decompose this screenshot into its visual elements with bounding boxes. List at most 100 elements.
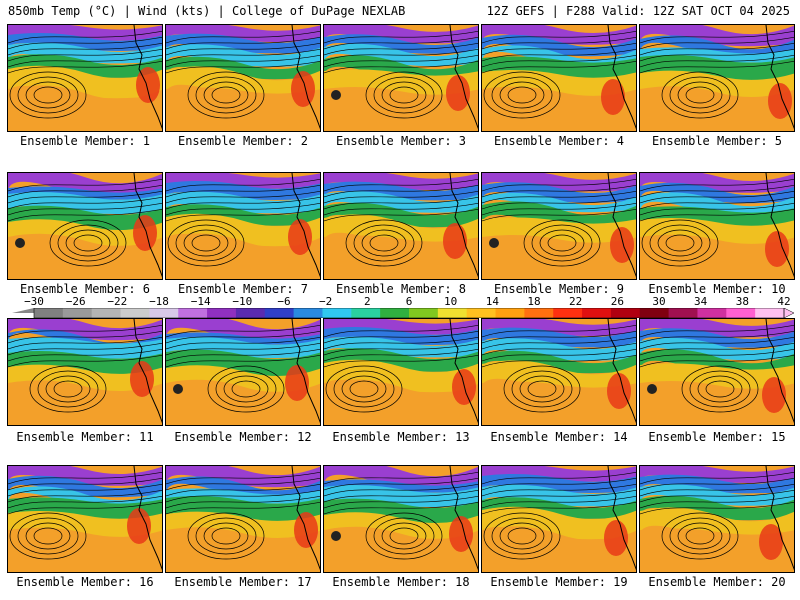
wind-streamline	[482, 496, 636, 509]
coastline	[291, 466, 320, 571]
panel-caption: Ensemble Member: 12	[174, 430, 312, 444]
ensemble-map-panel	[165, 318, 321, 426]
temperature-band	[482, 350, 636, 374]
colorbar-tick-label: 42	[777, 295, 791, 308]
colorbar-tick-label: 14	[485, 295, 499, 308]
wind-streamline	[8, 496, 162, 509]
map-image	[8, 466, 162, 572]
pressure-contour	[369, 234, 399, 252]
temperature-band	[324, 214, 478, 247]
wind-streamline	[482, 343, 636, 356]
colorbar-swatch	[726, 308, 756, 318]
pressure-contour	[17, 517, 79, 555]
warm-anomaly	[610, 227, 634, 263]
pressure-contour	[353, 224, 415, 262]
pressure-contour	[187, 71, 265, 119]
pressure-contour	[519, 375, 565, 403]
colorbar-swatch	[524, 308, 554, 318]
wind-streamline	[482, 472, 636, 485]
pressure-contour	[191, 234, 221, 252]
map-image	[640, 466, 794, 572]
pressure-contour	[507, 527, 537, 545]
map-image	[482, 466, 636, 572]
wind-streamline	[324, 31, 478, 44]
wind-streamline	[640, 61, 794, 74]
pressure-contour	[365, 512, 443, 560]
wind-streamline	[640, 197, 794, 210]
colorbar-tick-label: 18	[527, 295, 541, 308]
pressure-contour	[539, 229, 585, 257]
coastline	[291, 173, 320, 278]
pressure-contour	[373, 517, 435, 555]
wind-streamline	[8, 209, 162, 222]
pressure-contour	[231, 380, 261, 398]
wind-streamline	[324, 37, 478, 50]
pressure-contour	[195, 517, 257, 555]
wind-streamline	[640, 343, 794, 356]
wind-streamline	[640, 331, 794, 344]
wind-streamline	[324, 490, 478, 503]
coastline	[449, 466, 478, 571]
wind-streamline	[482, 49, 636, 62]
temperature-band	[640, 173, 794, 193]
ensemble-map-panel	[481, 24, 637, 132]
wind-streamline	[8, 31, 162, 44]
colorbar-tick-label: −18	[149, 295, 169, 308]
pressure-contour	[325, 365, 403, 413]
warm-anomaly	[291, 71, 315, 107]
panel-caption: Ensemble Member: 18	[332, 575, 470, 589]
ensemble-map-panel	[323, 465, 479, 573]
wind-streamline	[8, 484, 162, 497]
temperature-band	[324, 498, 478, 524]
pressure-contour	[661, 71, 739, 119]
wind-streamline	[482, 490, 636, 503]
temperature-band	[482, 45, 636, 66]
pressure-contour	[25, 81, 71, 109]
temperature-band	[8, 65, 162, 99]
colorbar-swatch	[697, 308, 727, 318]
panel-caption: Ensemble Member: 17	[174, 575, 312, 589]
wind-streamline	[482, 203, 636, 216]
wind-streamline	[8, 337, 162, 350]
cyclone-marker	[489, 238, 499, 248]
wind-streamline	[8, 197, 162, 210]
pressure-contour	[669, 517, 731, 555]
pressure-contour	[349, 380, 379, 398]
wind-streamline	[324, 355, 478, 368]
colorbar-tick-label: −30	[24, 295, 44, 308]
wind-streamline	[482, 197, 636, 210]
pressure-contour	[207, 365, 285, 413]
panel-caption: Ensemble Member: 7	[177, 282, 309, 296]
wind-streamline	[166, 37, 320, 50]
colorbar-tick-label: 26	[610, 295, 624, 308]
colorbar-tick-label: −14	[190, 295, 211, 308]
wind-streamline	[640, 55, 794, 68]
colorbar-swatch	[409, 308, 439, 318]
pressure-contour	[53, 380, 83, 398]
temperature-band	[640, 507, 794, 540]
temperature-band	[166, 213, 320, 247]
pressure-contour	[389, 86, 419, 104]
pressure-contour	[547, 234, 577, 252]
temperature-band	[166, 337, 320, 358]
pressure-contour	[657, 229, 703, 257]
temperature-band	[324, 34, 478, 54]
coastline	[765, 173, 794, 278]
wind-streamline	[166, 43, 320, 56]
pressure-contour	[491, 76, 553, 114]
warm-anomaly	[765, 231, 789, 267]
wind-streamline	[640, 43, 794, 56]
coastline	[133, 466, 162, 571]
panel-caption: Ensemble Member: 9	[493, 282, 625, 296]
ensemble-map-panel	[481, 465, 637, 573]
ensemble-map-panel	[7, 465, 163, 573]
ensemble-map-panel	[323, 172, 479, 280]
panel-caption: Ensemble Member: 19	[490, 575, 628, 589]
temperature-band	[640, 70, 794, 98]
pressure-contour	[29, 365, 107, 413]
temperature-band	[482, 506, 636, 540]
temperature-band	[8, 466, 162, 486]
pressure-contour	[33, 86, 63, 104]
wind-streamline	[482, 502, 636, 515]
panel-caption: Ensemble Member: 20	[648, 575, 786, 589]
